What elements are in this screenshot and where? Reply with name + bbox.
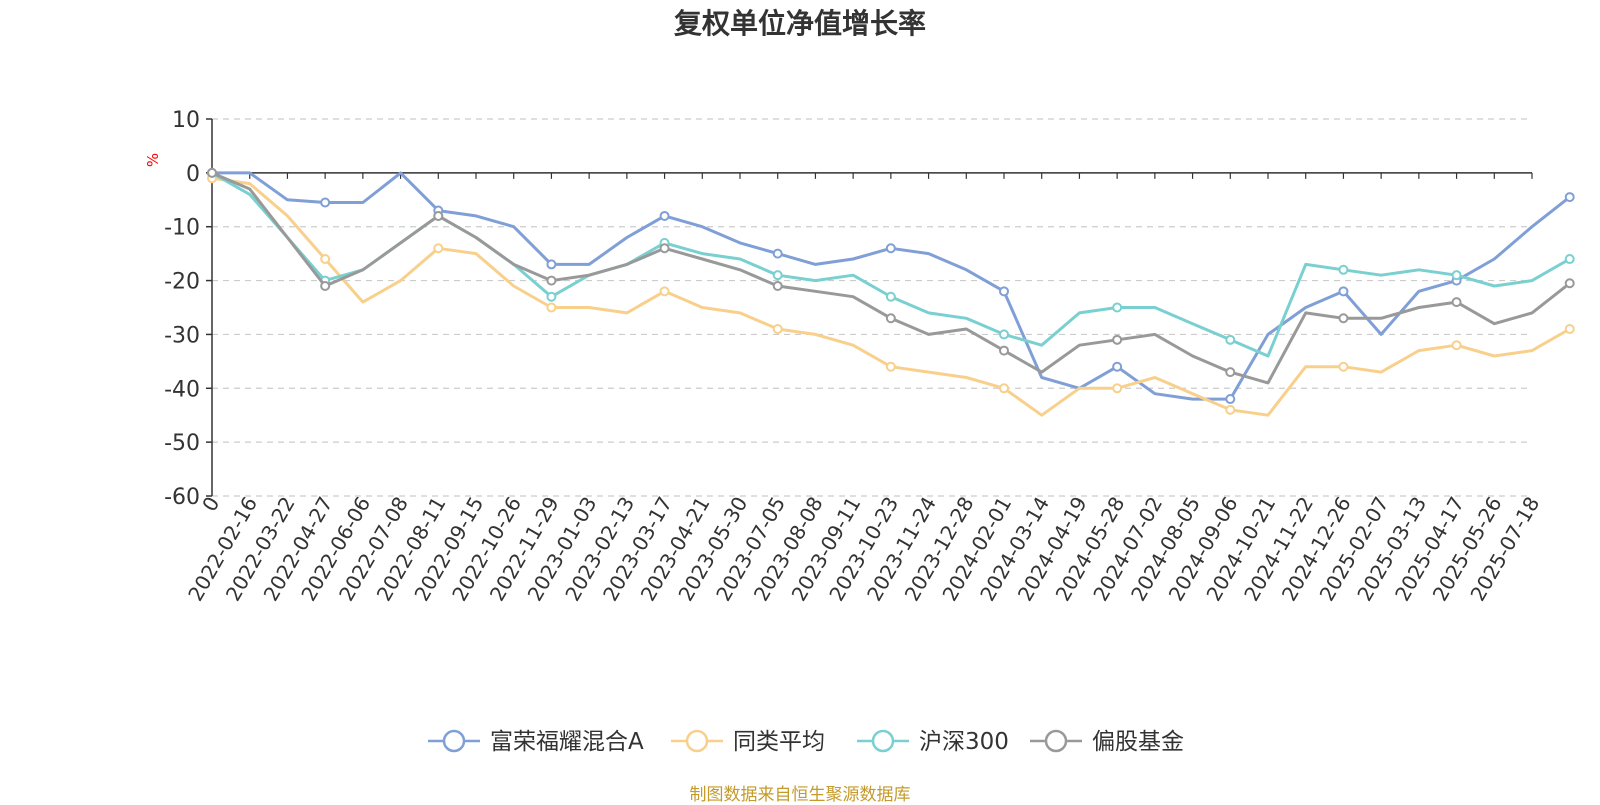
legend-item-1: 同类平均 xyxy=(671,729,825,755)
data-point xyxy=(999,383,1009,394)
data-point xyxy=(546,275,557,286)
data-point xyxy=(1112,383,1123,394)
data-point xyxy=(1225,334,1236,345)
data-point xyxy=(1564,254,1575,265)
data-point xyxy=(1451,340,1462,351)
data-point xyxy=(885,243,896,254)
data-point xyxy=(1451,297,1462,308)
data-point xyxy=(1225,394,1236,405)
legend-item-2: 沪深300 xyxy=(857,729,1009,755)
series-1 xyxy=(207,173,1575,417)
data-point xyxy=(885,313,896,324)
data-point xyxy=(433,243,444,254)
data-point xyxy=(772,324,783,335)
legend-swatch-marker xyxy=(1044,729,1068,753)
data-point xyxy=(659,243,670,254)
y-tick-label: -10 xyxy=(164,216,200,241)
data-point xyxy=(1338,286,1349,297)
series-line xyxy=(210,171,1572,358)
y-tick-label: -60 xyxy=(164,485,200,510)
legend-swatch-marker xyxy=(871,729,895,753)
data-point xyxy=(433,210,444,221)
data-point xyxy=(999,329,1009,340)
data-point xyxy=(546,291,557,302)
legend-label: 同类平均 xyxy=(733,729,825,755)
data-point xyxy=(1338,313,1349,324)
data-point xyxy=(659,286,670,297)
data-point xyxy=(885,361,896,372)
legend: 富荣福耀混合A 同类平均 沪深300 偏股基金 xyxy=(428,729,1184,755)
data-point xyxy=(207,167,217,178)
legend-label: 富荣福耀混合A xyxy=(490,729,644,755)
source-note: 制图数据来自恒生聚源数据库 xyxy=(689,785,911,805)
legend-swatch-marker xyxy=(685,729,709,753)
data-point xyxy=(1338,264,1349,275)
data-point xyxy=(659,210,670,221)
y-tick-label: -30 xyxy=(164,323,200,348)
series-3 xyxy=(207,167,1575,385)
series-layer xyxy=(207,167,1575,417)
y-tick-label: -20 xyxy=(164,270,200,295)
data-point xyxy=(546,259,557,270)
data-point xyxy=(999,345,1009,356)
data-point xyxy=(1112,302,1123,313)
y-tick-label: 0 xyxy=(186,162,200,187)
data-point xyxy=(885,291,896,302)
data-point xyxy=(1225,367,1236,378)
axis-layer: 100-10-20-30-40-50-6002022-02-162022-03-… xyxy=(164,108,1544,605)
data-point xyxy=(772,280,783,291)
y-tick-label: 10 xyxy=(172,108,200,133)
data-point xyxy=(320,197,331,208)
legend-item-0: 富荣福耀混合A xyxy=(428,729,644,755)
data-point xyxy=(1112,334,1123,345)
data-point xyxy=(320,254,331,265)
data-point xyxy=(320,280,331,291)
y-tick-label: -50 xyxy=(164,431,200,456)
y-axis-unit-label: % xyxy=(144,153,162,167)
data-point xyxy=(1338,361,1349,372)
data-point xyxy=(1451,270,1462,281)
y-tick-label: -40 xyxy=(164,377,200,402)
legend-label: 沪深300 xyxy=(919,729,1009,755)
data-point xyxy=(1112,361,1123,372)
legend-label: 偏股基金 xyxy=(1092,729,1184,755)
data-point xyxy=(546,302,557,313)
data-point xyxy=(1564,278,1575,289)
legend-swatch-marker xyxy=(442,729,466,753)
grid-layer xyxy=(212,118,1532,497)
data-point xyxy=(1564,192,1575,203)
data-point xyxy=(1225,404,1236,415)
data-point xyxy=(772,270,783,281)
chart-title: 复权单位净值增长率 xyxy=(673,7,926,40)
series-2 xyxy=(207,167,1575,358)
data-point xyxy=(999,286,1009,297)
data-point xyxy=(772,248,783,259)
data-point xyxy=(1564,324,1575,335)
legend-item-3: 偏股基金 xyxy=(1030,729,1184,755)
series-line xyxy=(210,171,1572,385)
line-chart: 100-10-20-30-40-50-6002022-02-162022-03-… xyxy=(144,108,1575,755)
